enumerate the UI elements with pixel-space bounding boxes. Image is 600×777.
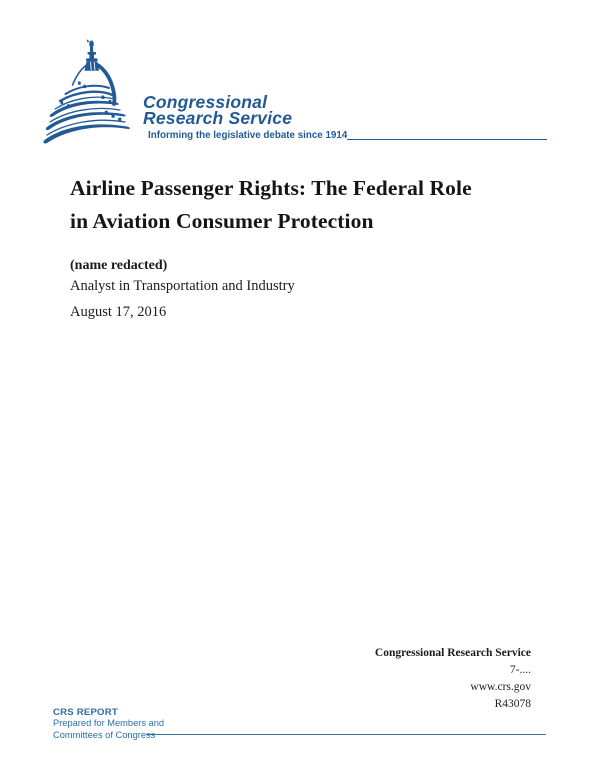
logo-org-line2: Research Service <box>143 107 293 128</box>
footer-phone: 7-.... <box>509 664 531 676</box>
author-name: (name redacted) <box>70 258 168 273</box>
header-rule <box>347 139 547 140</box>
report-title-line1: Airline Passenger Rights: The Federal Ro… <box>70 176 472 200</box>
report-number: R43078 <box>494 698 531 710</box>
report-title: Airline Passenger Rights: The Federal Ro… <box>70 172 472 238</box>
report-date: August 17, 2016 <box>70 304 167 320</box>
footer-prepared-line2: Committees of Congress <box>53 729 156 740</box>
crs-report-label: CRS REPORT <box>53 707 118 718</box>
footer-crs-block: CRS REPORT Prepared for Members and Comm… <box>53 707 164 741</box>
footer-prepared-line1: Prepared for Members and <box>53 718 165 729</box>
logo-tagline: Informing the legislative debate since 1… <box>148 129 348 141</box>
logo-org-line1: Congressional <box>143 92 268 112</box>
footer-publication-block: Congressional Research Service 7-.... ww… <box>375 645 531 713</box>
crs-logo-wordmark: Congressional Research Service Informing… <box>143 92 348 141</box>
footer-rule <box>146 734 546 735</box>
footer-org-name: Congressional Research Service <box>374 647 531 659</box>
report-title-line2: in Aviation Consumer Protection <box>70 209 374 233</box>
capitol-dome-icon <box>43 39 130 144</box>
byline: (name redacted) Analyst in Transportatio… <box>70 256 295 296</box>
author-role: Analyst in Transportation and Industry <box>70 278 295 294</box>
footer-website-link[interactable]: www.crs.gov <box>470 681 531 693</box>
